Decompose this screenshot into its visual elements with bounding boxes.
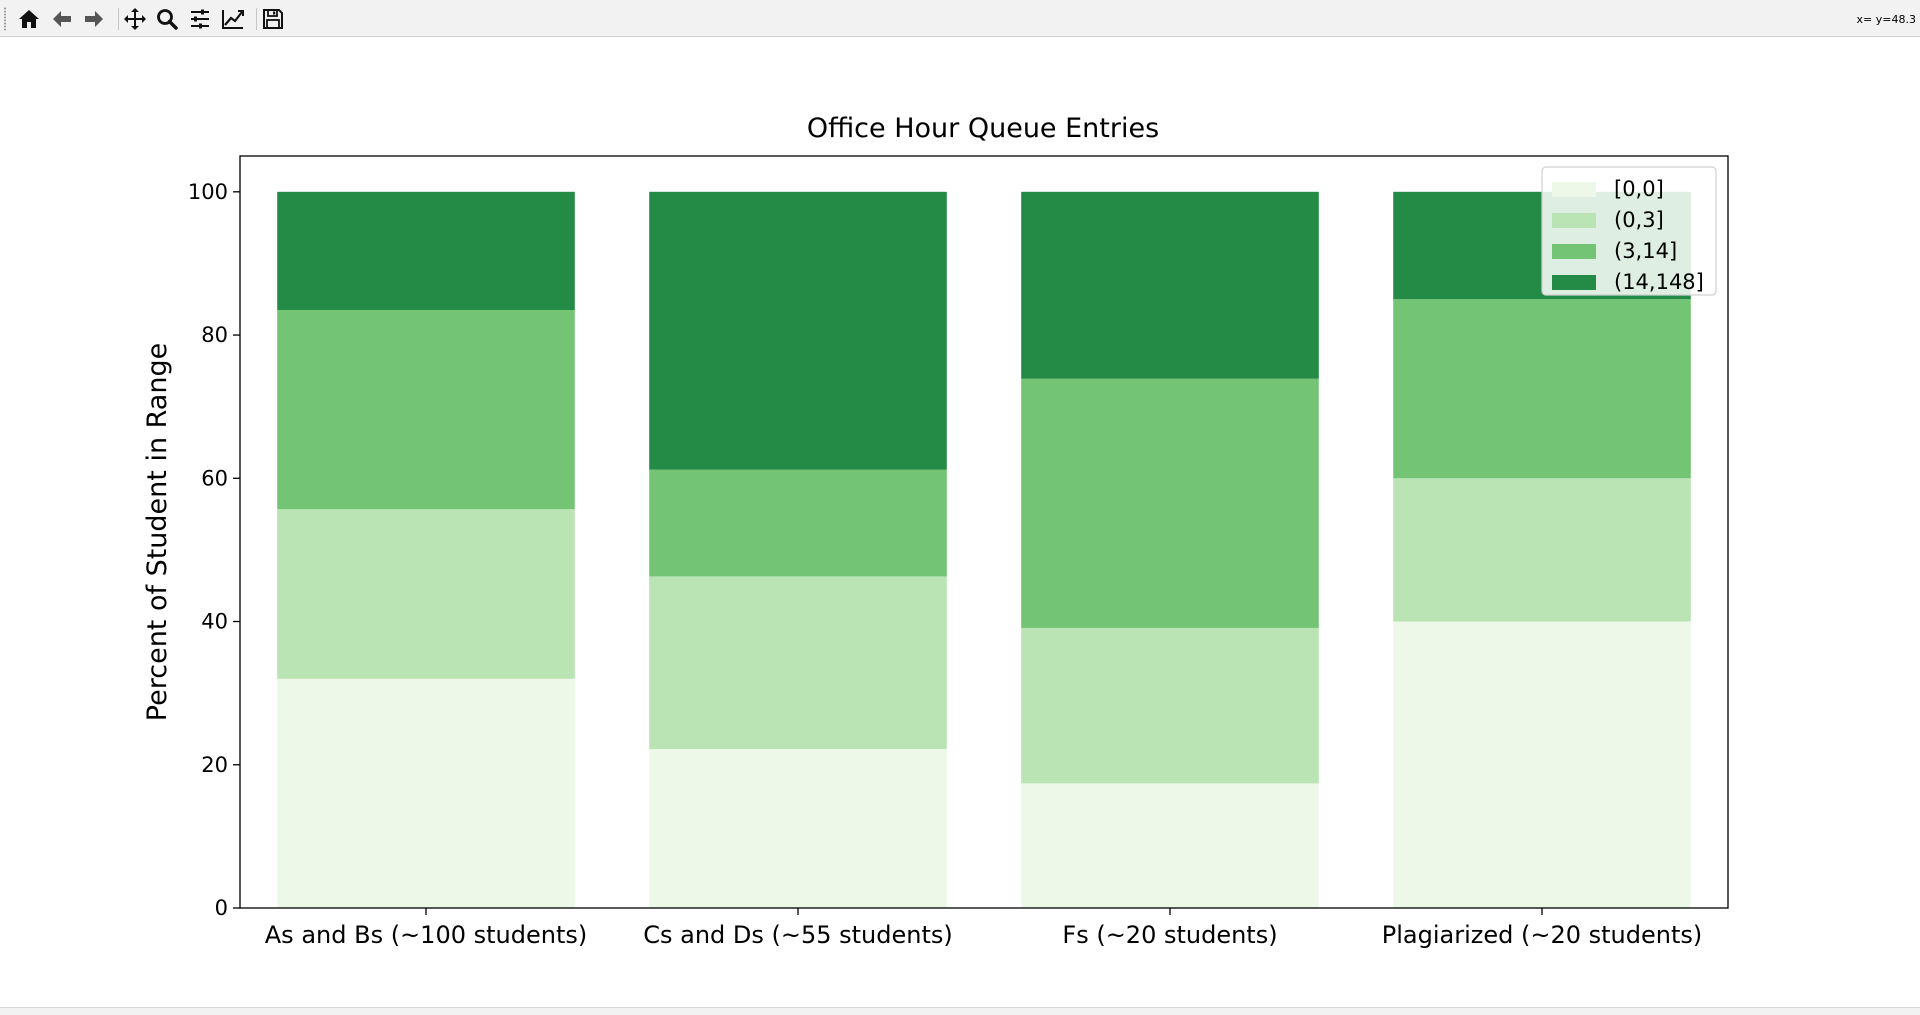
y-tick-label: 20 xyxy=(201,753,228,777)
bar-segment xyxy=(649,469,947,577)
x-axis-ticks: As and Bs (~100 students) Cs and Ds (~55 … xyxy=(265,908,1702,949)
bar-segment xyxy=(649,191,947,470)
chart-canvas: Office Hour Queue Entries Percent of Stu… xyxy=(142,113,1729,949)
bar-segment xyxy=(1021,783,1319,908)
status-bar xyxy=(0,1007,1920,1015)
bar-segment xyxy=(649,576,947,750)
legend-swatch xyxy=(1552,182,1596,197)
y-tick-label: 0 xyxy=(215,896,228,920)
bar-segment xyxy=(277,309,575,510)
back-button[interactable] xyxy=(48,5,76,33)
sliders-icon xyxy=(191,9,209,29)
bar-segment xyxy=(1021,378,1319,628)
toolbar: x= y=48.3 xyxy=(0,0,1920,37)
x-tick-label: Plagiarized (~20 students) xyxy=(1382,921,1702,949)
cursor-coordinates: x= y=48.3 xyxy=(1856,13,1916,26)
x-tick-label: Cs and Ds (~55 students) xyxy=(643,921,953,949)
legend-box xyxy=(1541,166,1717,296)
legend-label: [0,0] xyxy=(1614,177,1664,201)
legend-label: (14,148] xyxy=(1614,270,1704,294)
bar-segment xyxy=(1393,478,1691,622)
legend-swatch xyxy=(1552,213,1596,228)
floppy-disk-icon xyxy=(263,9,283,29)
plot-area-frame xyxy=(239,155,1729,909)
bar-segment xyxy=(277,191,575,310)
y-tick-label: 60 xyxy=(201,466,228,490)
legend: [0,0] (0,3] (3,14] (14,148] xyxy=(1541,166,1717,296)
save-button[interactable] xyxy=(259,5,287,33)
home-icon xyxy=(19,10,39,28)
forward-button[interactable] xyxy=(80,5,108,33)
arrow-right-icon xyxy=(85,11,103,27)
edit-axis-button[interactable] xyxy=(219,5,247,33)
bar-segment xyxy=(1393,299,1691,479)
x-tick-label: Fs (~20 students) xyxy=(1062,921,1277,949)
y-tick-label: 40 xyxy=(201,610,228,634)
legend-swatch xyxy=(1552,275,1596,290)
bars-group xyxy=(277,191,1691,908)
toolbar-grip xyxy=(4,7,6,31)
y-axis-ticks: 0 20 40 60 80 100 xyxy=(188,180,240,920)
bar-segment xyxy=(1021,191,1319,379)
y-tick-label: 80 xyxy=(201,323,228,347)
configure-subplots-button[interactable] xyxy=(186,5,214,33)
chart-title: Office Hour Queue Entries xyxy=(807,113,1159,144)
arrow-left-icon xyxy=(53,11,71,27)
x-tick-label: As and Bs (~100 students) xyxy=(265,921,587,949)
bar-segment xyxy=(1393,621,1691,908)
bar-segment xyxy=(649,749,947,908)
legend-swatch xyxy=(1552,244,1596,259)
bar-segment xyxy=(277,509,575,679)
home-button[interactable] xyxy=(15,5,43,33)
y-axis-label: Percent of Student in Range xyxy=(142,343,173,721)
legend-label: (0,3] xyxy=(1614,208,1664,232)
bar-segment xyxy=(277,678,575,908)
toolbar-separator xyxy=(118,8,119,30)
toolbar-separator xyxy=(256,8,257,30)
y-tick-label: 100 xyxy=(188,180,228,204)
move-icon xyxy=(124,8,146,30)
pan-button[interactable] xyxy=(121,5,149,33)
magnifier-icon xyxy=(157,9,178,30)
bar-segment xyxy=(1021,627,1319,784)
zoom-button[interactable] xyxy=(153,5,181,33)
legend-label: (3,14] xyxy=(1614,239,1677,263)
line-chart-icon xyxy=(222,10,244,29)
